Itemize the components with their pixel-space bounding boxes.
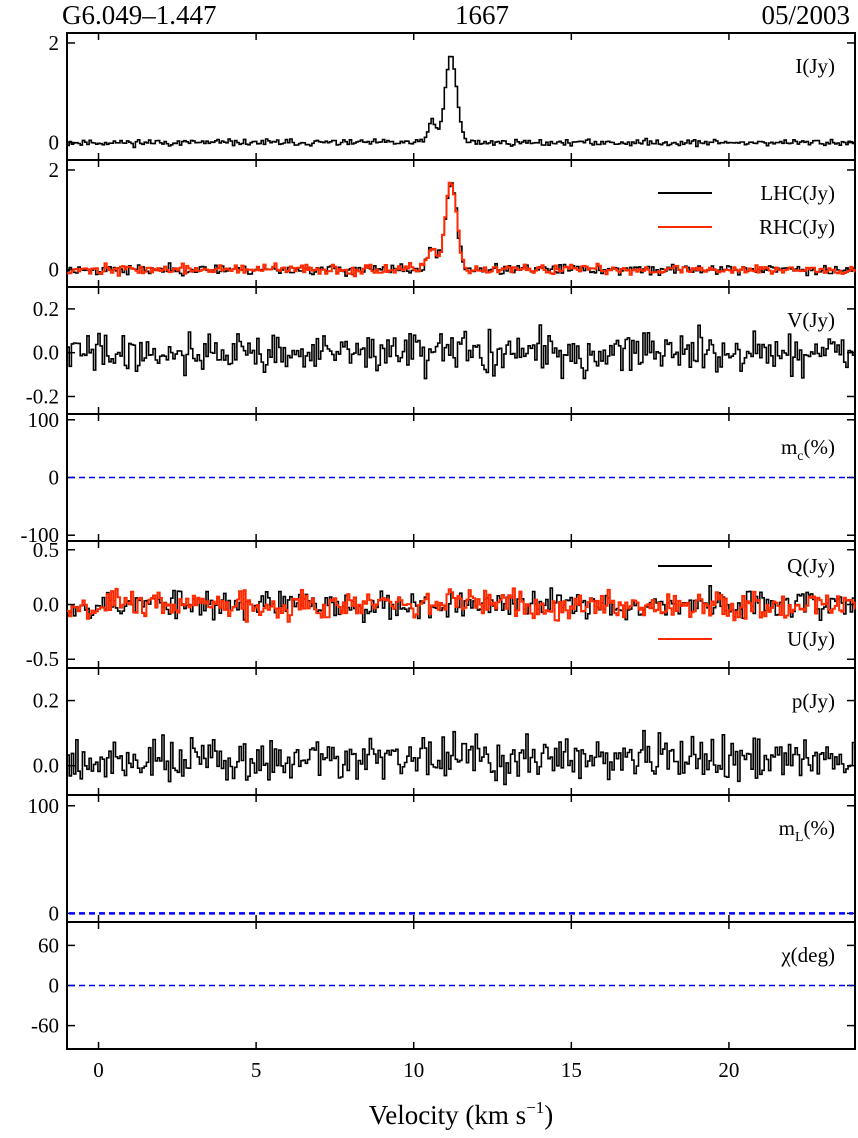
x-axis-title: Velocity (km s−1) xyxy=(369,1098,554,1130)
panel-stokes-i: 0 2 I(Jy) xyxy=(49,31,856,161)
legend-label: Q(Jy) xyxy=(787,554,835,578)
panel-stokes-v: -0.2 0.0 0.2 V(Jy) xyxy=(26,286,856,415)
y-tick-label: 0 xyxy=(49,258,60,282)
series-pjy xyxy=(67,729,856,786)
y-tick-label: 0 xyxy=(49,466,60,490)
y-tick-label: 0 xyxy=(49,974,60,998)
y-tick-label: 100 xyxy=(28,794,60,818)
panel-label: I(Jy) xyxy=(795,54,835,78)
panel-stokes-lhc-rhc: 0 2 LHC(Jy) RHC(Jy) xyxy=(49,158,856,288)
series-ijy xyxy=(67,55,856,149)
panel-label: V(Jy) xyxy=(787,308,835,332)
x-tick-label: 15 xyxy=(561,1058,582,1082)
series-rhcjy xyxy=(67,181,856,278)
series-vjy xyxy=(67,324,856,380)
velocity-axis: 0 5 10 15 20 Velocity (km s−1) xyxy=(93,1058,739,1130)
series-lhcjy xyxy=(67,182,856,277)
legend-label: LHC(Jy) xyxy=(760,181,835,205)
y-tick-label: -100 xyxy=(21,523,60,547)
y-tick-label: -0.5 xyxy=(26,647,59,671)
panel-pol-angle: -60 0 60 χ(deg) xyxy=(31,921,856,1050)
panel-pol-intensity: 0.0 0.2 p(Jy) xyxy=(33,667,856,796)
panel-label: χ(deg) xyxy=(780,943,835,967)
y-tick-label: 60 xyxy=(38,933,59,957)
legend-label: RHC(Jy) xyxy=(759,215,835,239)
y-tick-label: 100 xyxy=(28,408,60,432)
y-tick-label: 0.5 xyxy=(33,538,59,562)
y-tick-label: 0.0 xyxy=(33,341,59,365)
y-tick-label: 0 xyxy=(49,901,60,925)
panel-label: mc(%) xyxy=(781,435,835,464)
y-tick-label: 2 xyxy=(49,158,60,182)
legend-label: U(Jy) xyxy=(787,627,835,651)
panel-frame xyxy=(66,667,856,796)
x-tick-label: 10 xyxy=(403,1058,424,1082)
y-tick-label: 2 xyxy=(49,31,60,55)
y-tick-label: 0.0 xyxy=(33,754,59,778)
series-ujy xyxy=(67,587,856,623)
y-tick-label: 0.2 xyxy=(33,297,59,321)
y-tick-label: -60 xyxy=(31,1014,59,1038)
source-name: G6.049–1.447 xyxy=(62,0,217,30)
x-tick-label: 0 xyxy=(93,1058,104,1082)
x-tick-label: 5 xyxy=(251,1058,262,1082)
panel-stack: 0 2 I(Jy) 0 2 LHC(Jy) RHC(Jy) -0.2 0.0 0.2 V(Jy) -1… xyxy=(21,31,856,1050)
panel-frame xyxy=(66,794,856,923)
panel-label: mL(%) xyxy=(779,816,835,845)
panel-label: p(Jy) xyxy=(792,689,835,713)
y-tick-label: 0 xyxy=(49,131,60,155)
panel-frame xyxy=(66,286,856,415)
panel-frac-linear: 0 100 mL(%) xyxy=(28,794,856,925)
panel-frac-circular: -100 0 100 mc(%) xyxy=(21,408,856,547)
y-tick-label: -0.2 xyxy=(26,384,59,408)
frequency-label: 1667 xyxy=(455,0,509,30)
panel-stokes-qu: -0.5 0.0 0.5 Q(Jy) U(Jy) xyxy=(26,538,856,671)
epoch-date: 05/2003 xyxy=(761,0,850,30)
y-tick-label: 0.2 xyxy=(33,689,59,713)
y-tick-label: 0.0 xyxy=(33,593,59,617)
x-tick-label: 20 xyxy=(718,1058,739,1082)
